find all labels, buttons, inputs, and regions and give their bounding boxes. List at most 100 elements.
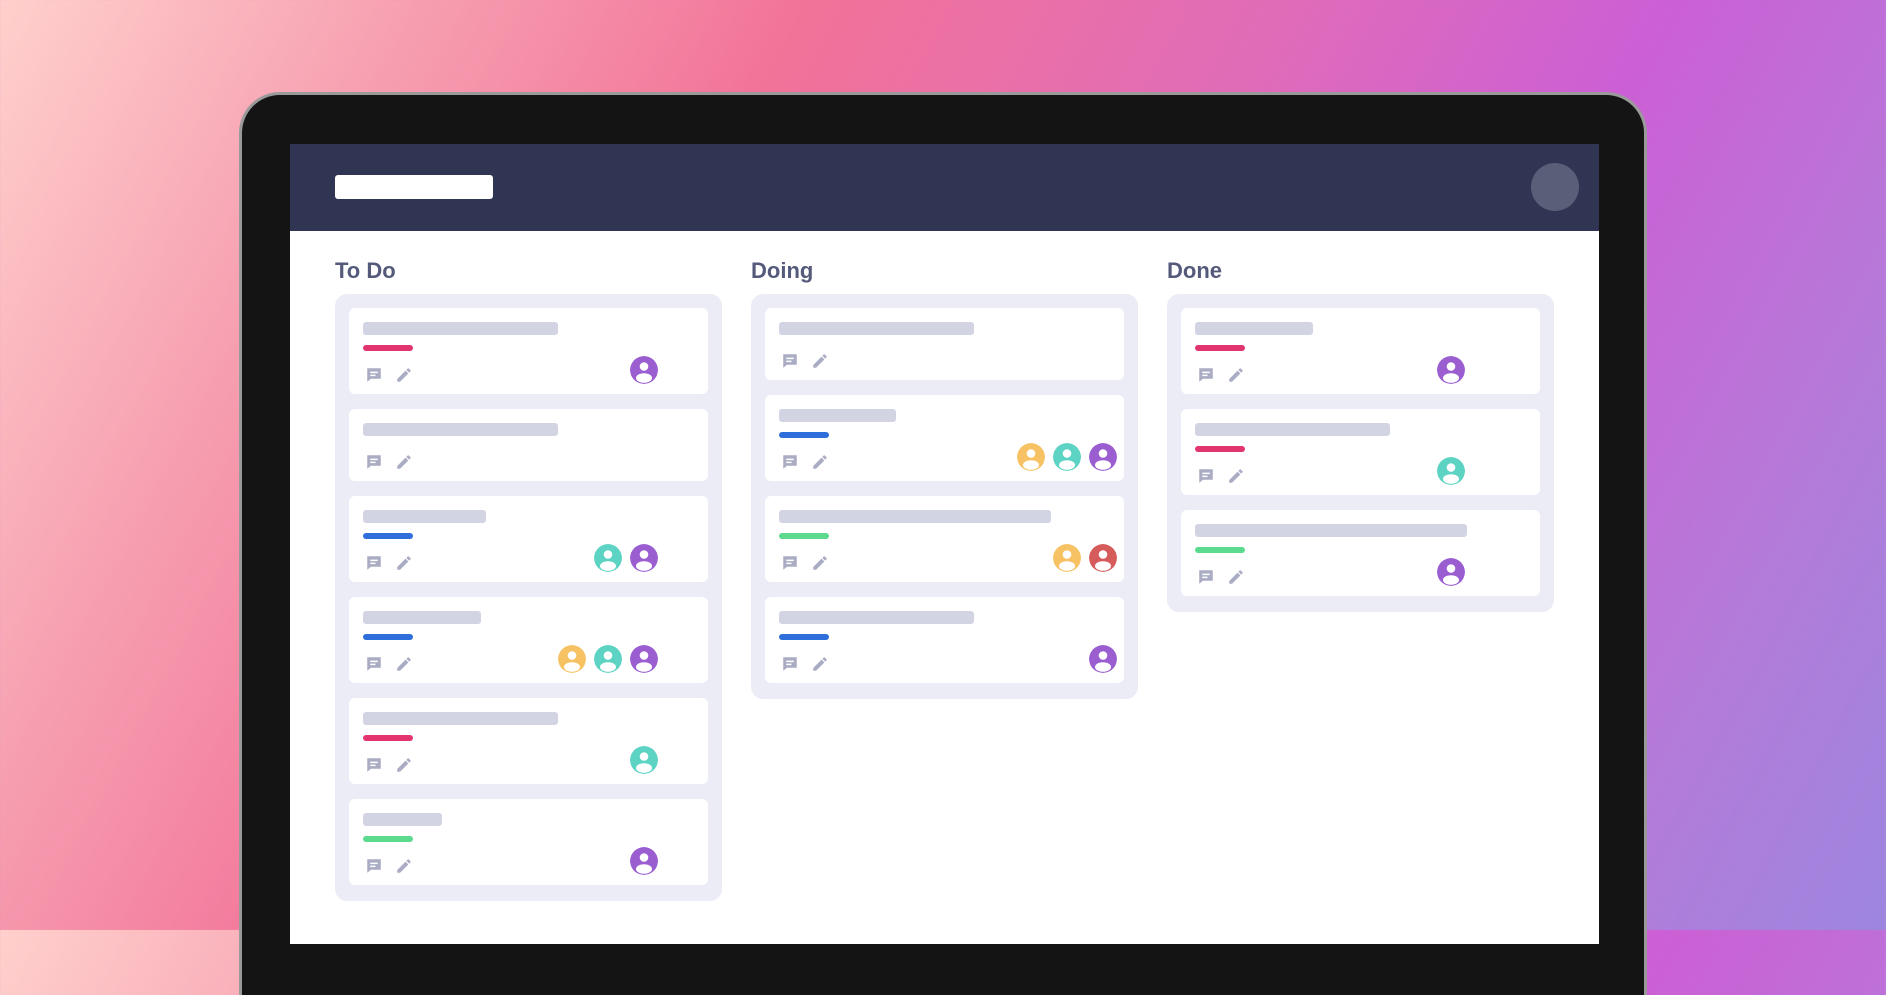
card-assignees [630,847,658,875]
card-label-tag[interactable] [1195,547,1245,553]
pencil-icon[interactable] [395,857,413,875]
card-title-placeholder [363,712,558,725]
card-assignees [1089,645,1117,673]
card-label-tag[interactable] [363,533,413,539]
card-assignees [1053,544,1117,572]
pencil-icon[interactable] [395,453,413,471]
task-card[interactable] [1181,308,1540,394]
user-avatar-icon[interactable] [1437,558,1465,586]
column-title: To Do [335,258,396,283]
card-actions [365,366,413,384]
profile-avatar[interactable] [1531,163,1579,211]
comment-icon[interactable] [365,655,383,673]
task-card[interactable] [349,496,708,582]
card-lane [1167,294,1554,612]
user-avatar-icon[interactable] [630,356,658,384]
card-actions [1197,366,1245,384]
card-assignees [594,544,658,572]
app-logo-placeholder[interactable] [335,175,493,199]
task-card[interactable] [765,597,1124,683]
comment-icon[interactable] [365,453,383,471]
pencil-icon[interactable] [1227,568,1245,586]
user-avatar-icon[interactable] [1089,544,1117,572]
pencil-icon[interactable] [1227,467,1245,485]
pencil-icon[interactable] [395,655,413,673]
card-assignees [1017,443,1117,471]
comment-icon[interactable] [781,352,799,370]
user-avatar-icon[interactable] [630,544,658,572]
card-label-tag[interactable] [779,634,829,640]
pencil-icon[interactable] [811,453,829,471]
user-avatar-icon[interactable] [1053,443,1081,471]
card-assignees [558,645,658,673]
pencil-icon[interactable] [811,352,829,370]
task-card[interactable] [1181,510,1540,596]
comment-icon[interactable] [781,453,799,471]
task-card[interactable] [1181,409,1540,495]
user-avatar-icon[interactable] [630,847,658,875]
user-avatar-icon[interactable] [1437,457,1465,485]
pencil-icon[interactable] [1227,366,1245,384]
task-card[interactable] [349,409,708,481]
pencil-icon[interactable] [395,366,413,384]
pencil-icon[interactable] [811,655,829,673]
card-actions [781,352,829,370]
comment-icon[interactable] [781,554,799,572]
user-avatar-icon[interactable] [1089,443,1117,471]
task-card[interactable] [765,496,1124,582]
card-title-placeholder [363,322,558,335]
comment-icon[interactable] [1197,568,1215,586]
card-label-tag[interactable] [1195,345,1245,351]
user-avatar-icon[interactable] [630,746,658,774]
card-label-tag[interactable] [363,345,413,351]
pencil-icon[interactable] [811,554,829,572]
column-title: Doing [751,258,814,283]
comment-icon[interactable] [365,554,383,572]
card-title-placeholder [779,409,896,422]
column-done: Done [1167,254,1554,612]
card-title-placeholder [779,611,974,624]
top-navigation-bar [290,144,1599,231]
task-card[interactable] [765,308,1124,380]
card-title-placeholder [779,510,1051,523]
card-actions [1197,467,1245,485]
task-card[interactable] [349,799,708,885]
comment-icon[interactable] [365,756,383,774]
card-label-tag[interactable] [363,634,413,640]
card-actions [365,453,413,471]
card-label-tag[interactable] [779,432,829,438]
user-avatar-icon[interactable] [594,544,622,572]
task-card[interactable] [349,597,708,683]
card-label-tag[interactable] [363,836,413,842]
comment-icon[interactable] [365,857,383,875]
user-avatar-icon[interactable] [558,645,586,673]
task-card[interactable] [349,698,708,784]
user-avatar-icon[interactable] [594,645,622,673]
task-card[interactable] [349,308,708,394]
user-avatar-icon[interactable] [1053,544,1081,572]
card-actions [365,857,413,875]
comment-icon[interactable] [1197,366,1215,384]
comment-icon[interactable] [365,366,383,384]
card-label-tag[interactable] [1195,446,1245,452]
user-avatar-icon[interactable] [1089,645,1117,673]
card-title-placeholder [363,510,486,523]
task-card[interactable] [765,395,1124,481]
card-label-tag[interactable] [779,533,829,539]
column-title: Done [1167,258,1222,283]
user-avatar-icon[interactable] [1437,356,1465,384]
card-lane [335,294,722,901]
pencil-icon[interactable] [395,756,413,774]
card-title-placeholder [779,322,974,335]
user-avatar-icon[interactable] [630,645,658,673]
comment-icon[interactable] [781,655,799,673]
pencil-icon[interactable] [395,554,413,572]
user-avatar-icon[interactable] [1017,443,1045,471]
column-doing: Doing [751,254,1138,699]
card-assignees [1437,558,1465,586]
card-title-placeholder [363,813,442,826]
card-label-tag[interactable] [363,735,413,741]
card-actions [365,756,413,774]
comment-icon[interactable] [1197,467,1215,485]
card-title-placeholder [363,423,558,436]
